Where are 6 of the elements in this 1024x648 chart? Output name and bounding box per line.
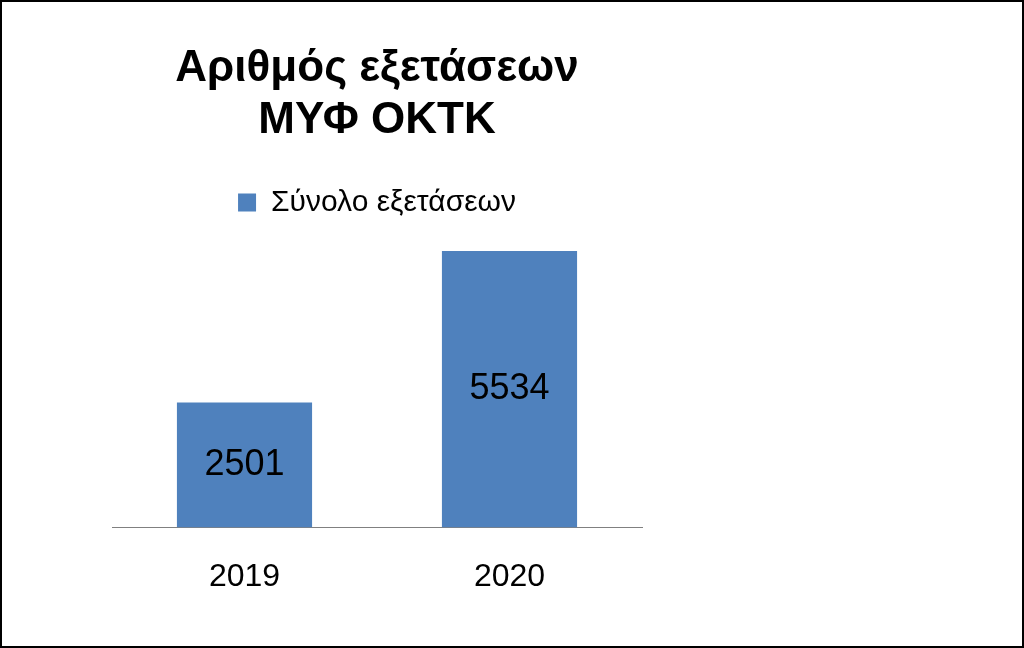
legend-label: Σύνολο εξετάσεων — [271, 183, 516, 217]
x-tick-label: 2020 — [473, 556, 546, 593]
data-label: 5534 — [469, 366, 550, 408]
data-label: 2501 — [204, 442, 285, 483]
chart-title: Αριθμός εξετάσεων ΜΥΦ ΟΚΤΚ — [175, 40, 579, 143]
x-tick-label: 2019 — [208, 556, 281, 593]
